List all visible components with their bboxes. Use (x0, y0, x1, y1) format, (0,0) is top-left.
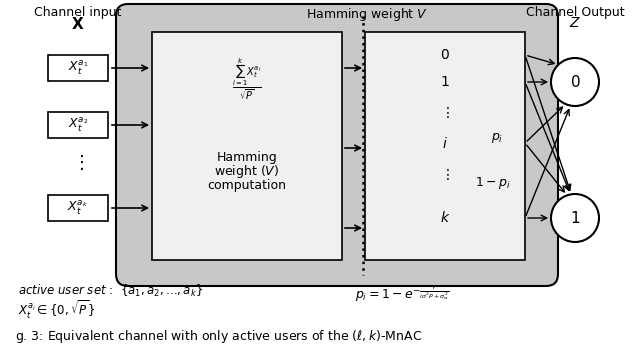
Text: $1-p_i$: $1-p_i$ (475, 175, 511, 191)
Text: $\vdots$: $\vdots$ (440, 167, 450, 182)
Circle shape (551, 194, 599, 242)
Text: g. 3: Equivalent channel with only active users of the $(\ell, k)$-MnAC: g. 3: Equivalent channel with only activ… (15, 328, 422, 345)
Text: Hamming weight $V$: Hamming weight $V$ (306, 6, 428, 23)
Text: $k$: $k$ (440, 210, 451, 226)
FancyBboxPatch shape (152, 32, 342, 260)
FancyBboxPatch shape (116, 4, 558, 286)
Text: $\vdots$: $\vdots$ (440, 104, 450, 119)
Text: $X_t^{a_2}$: $X_t^{a_2}$ (68, 116, 88, 134)
Text: $1$: $1$ (440, 75, 450, 89)
Circle shape (551, 58, 599, 106)
Text: $Z$: $Z$ (569, 16, 581, 30)
Text: $\vdots$: $\vdots$ (72, 154, 84, 173)
Text: $p_i = 1 - e^{-\frac{\gamma}{i\sigma^2 P + \sigma_w^2}}$: $p_i = 1 - e^{-\frac{\gamma}{i\sigma^2 P… (355, 283, 449, 304)
Text: $p_i$: $p_i$ (491, 131, 503, 145)
Text: weight $(V)$: weight $(V)$ (214, 164, 280, 181)
Text: $1$: $1$ (570, 210, 580, 226)
Text: Channel input: Channel input (35, 6, 122, 19)
FancyBboxPatch shape (48, 195, 108, 221)
FancyBboxPatch shape (365, 32, 525, 260)
Text: $\mathbf{X}$: $\mathbf{X}$ (71, 16, 84, 32)
Text: $\mathit{active\ user\ set}$ :  $\{a_1, a_2, \ldots, a_k\}$: $\mathit{active\ user\ set}$ : $\{a_1, a… (18, 283, 204, 299)
Text: $\frac{\sum_{i=1}^{k} X_t^{a_i}}{\sqrt{P}}$: $\frac{\sum_{i=1}^{k} X_t^{a_i}}{\sqrt{P… (232, 57, 262, 103)
Text: $0$: $0$ (570, 74, 580, 90)
FancyBboxPatch shape (48, 112, 108, 138)
Text: Channel Output: Channel Output (525, 6, 624, 19)
Text: $X_t^{a_i} \in \{0, \sqrt{P}\}$: $X_t^{a_i} \in \{0, \sqrt{P}\}$ (18, 299, 95, 321)
Text: $X_t^{a_1}$: $X_t^{a_1}$ (68, 59, 88, 77)
Text: Hamming: Hamming (216, 152, 277, 164)
Text: computation: computation (207, 180, 287, 192)
FancyBboxPatch shape (48, 55, 108, 81)
Text: $0$: $0$ (440, 48, 450, 62)
Text: $i$: $i$ (442, 136, 448, 151)
Text: $X_t^{a_k}$: $X_t^{a_k}$ (67, 199, 88, 217)
